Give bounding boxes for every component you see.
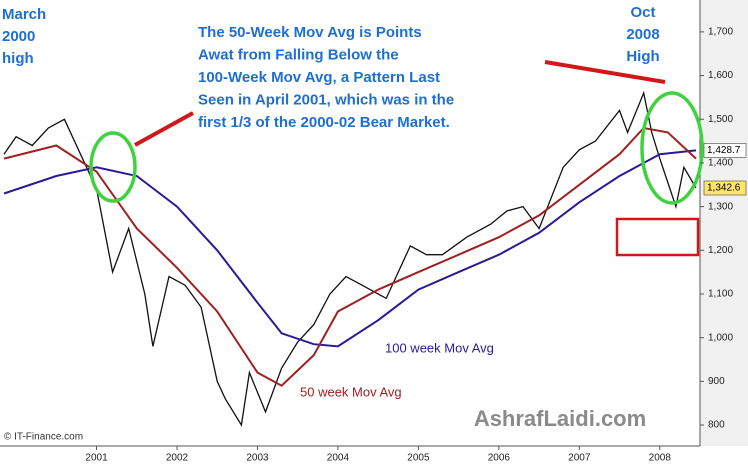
watermark: AshrafLaidi.com bbox=[474, 406, 646, 431]
highlight-circle bbox=[89, 131, 137, 203]
y-tick-label: 1,300 bbox=[708, 201, 733, 212]
highlight-box bbox=[615, 217, 700, 257]
annotation: The 50-Week Mov Avg is Points bbox=[198, 24, 422, 41]
y-tick-label: 1,100 bbox=[708, 289, 733, 300]
x-tick-label: 2005 bbox=[407, 453, 430, 464]
y-axis-panel bbox=[700, 0, 748, 446]
y-tick-label: 900 bbox=[708, 376, 725, 387]
annotation: March bbox=[2, 6, 46, 23]
x-tick-label: 2008 bbox=[649, 453, 672, 464]
annotation: Awat from Falling Below the bbox=[198, 46, 399, 63]
y-tick-label: 1,700 bbox=[708, 27, 733, 38]
x-tick-label: 2002 bbox=[166, 453, 189, 464]
end-label: 1,428.7 bbox=[707, 145, 741, 156]
y-tick-label: 1,600 bbox=[708, 70, 733, 81]
annotation: high bbox=[2, 50, 34, 67]
x-tick-label: 2007 bbox=[568, 453, 591, 464]
series-line bbox=[3, 149, 697, 348]
series-line bbox=[3, 90, 697, 427]
annotation: 100-Week Mov Avg, a Pattern Last bbox=[198, 69, 440, 86]
annotation: first 1/3 of the 2000-02 Bear Market. bbox=[198, 114, 450, 131]
annotation: 2000 bbox=[2, 28, 35, 45]
annotation: Oct bbox=[630, 4, 655, 21]
y-tick-label: 1,000 bbox=[708, 332, 733, 343]
pointer-line bbox=[134, 111, 194, 147]
trend-line bbox=[544, 60, 666, 84]
end-label-box bbox=[703, 180, 747, 196]
series-label: 50 week Mov Avg bbox=[300, 384, 402, 399]
x-tick-label: 2001 bbox=[85, 453, 108, 464]
source: © IT-Finance.com bbox=[4, 432, 83, 443]
annotation: High bbox=[626, 48, 659, 65]
highlight-circle bbox=[640, 91, 704, 205]
x-tick-label: 2004 bbox=[327, 453, 350, 464]
x-tick-label: 2006 bbox=[488, 453, 511, 464]
series-line bbox=[3, 126, 697, 387]
y-tick-label: 1,400 bbox=[708, 158, 733, 169]
x-tick-label: 2003 bbox=[246, 453, 269, 464]
annotation: 2008 bbox=[626, 26, 659, 43]
end-label-box bbox=[703, 143, 747, 158]
plot bbox=[3, 90, 697, 427]
y-tick-label: 1,500 bbox=[708, 114, 733, 125]
end-label: 1,342.6 bbox=[707, 183, 741, 194]
y-tick-label: 800 bbox=[708, 420, 725, 431]
series-label: 100 week Mov Avg bbox=[385, 340, 494, 355]
y-tick-label: 1,200 bbox=[708, 245, 733, 256]
annotation: Seen in April 2001, which was in the bbox=[198, 91, 454, 108]
